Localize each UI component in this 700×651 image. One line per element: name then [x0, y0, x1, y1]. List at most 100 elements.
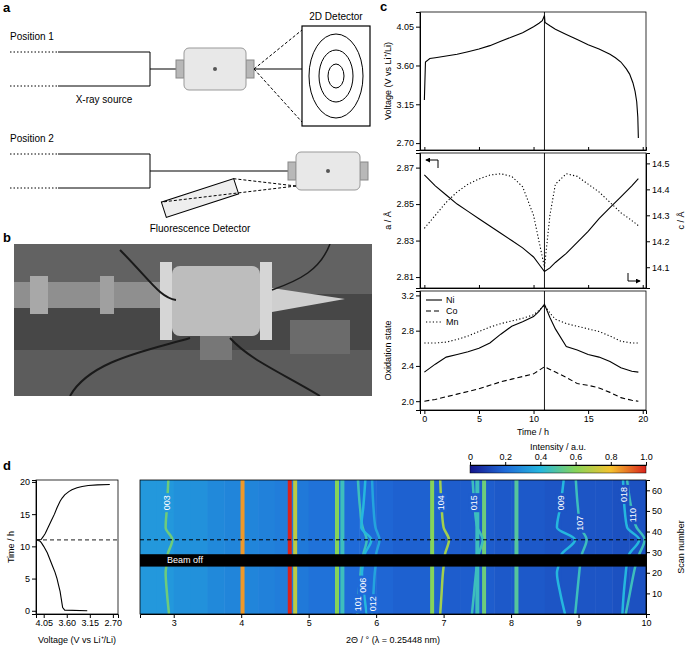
tick-mark: [470, 462, 471, 465]
label: Position 2: [10, 133, 54, 144]
tick: 2.70: [105, 614, 123, 628]
cell-cap: [176, 60, 184, 78]
legend-label: Mn: [446, 317, 459, 327]
reflection-line: [514, 480, 518, 614]
photo-flange: [30, 276, 48, 314]
tick-label: 1.0: [640, 452, 653, 462]
reflection-line: [293, 480, 297, 614]
label-patch: [575, 514, 586, 533]
legend: NiCoMn: [426, 295, 459, 327]
label-patch: [162, 493, 173, 512]
fluorescence-detector: [161, 179, 238, 218]
heatmap-cell: [275, 480, 292, 614]
tick-mark: [416, 331, 420, 332]
tick-label: 8: [509, 618, 514, 628]
data-line: [424, 174, 638, 267]
tick-mark: [534, 285, 535, 288]
tick: 5: [477, 410, 482, 424]
y-axis: 2.812.832.852.87: [396, 154, 420, 289]
tick-label: 0: [468, 452, 473, 462]
label-patch: [628, 506, 639, 524]
tick-label: 3.60: [396, 61, 414, 71]
tick-label: 20: [652, 568, 662, 578]
tick: 2.81: [396, 272, 420, 282]
x-axis-line: [421, 147, 647, 151]
tick-label: 3.2: [401, 291, 414, 301]
tick: 40: [646, 527, 662, 537]
heatmap-cell: [258, 480, 275, 614]
tick: 60: [646, 486, 662, 496]
cell-cap: [360, 162, 368, 180]
label: X-ray source: [76, 94, 133, 105]
tick-label: 2.83: [396, 236, 414, 246]
tick-mark: [479, 147, 480, 150]
heatmap-cell: [174, 480, 191, 614]
x-axis: 4.053.603.152.70: [35, 614, 122, 628]
heatmap-cell: [528, 480, 545, 614]
source-guide: [10, 86, 58, 87]
chart: 2.703.153.604.05Voltage (V vs Li⁺/Li): [383, 12, 647, 151]
tick-mark: [416, 241, 420, 242]
chart: 2.812.832.852.8714.114.214.314.414.5a / …: [383, 153, 686, 289]
tick-label: 2.70: [396, 138, 414, 148]
plot-area: [424, 153, 638, 288]
heatmap-cell: [241, 480, 258, 614]
axis-arrow: [628, 273, 640, 281]
band-label: Beam off: [167, 555, 203, 565]
tick: [479, 147, 480, 150]
tick-mark: [416, 277, 420, 278]
tick-label: 20: [638, 414, 648, 424]
tick-mark: [646, 511, 650, 512]
reflection-peak: [372, 480, 379, 614]
tick-label: 50: [652, 506, 662, 516]
data-line: [424, 304, 638, 372]
y2-axis: 14.114.214.314.414.5: [646, 154, 670, 289]
tick-mark: [416, 204, 420, 205]
tick: 6: [374, 614, 379, 628]
x-ray-source: [58, 52, 150, 86]
source-guide: [10, 188, 58, 189]
plot-frame: [140, 480, 646, 614]
label-patch: [555, 493, 566, 512]
tick-label: 14.1: [652, 263, 670, 273]
y-axis: 102030405060: [646, 481, 662, 615]
heatmap-cell: [207, 480, 224, 614]
data-line: [37, 485, 110, 611]
tick: 3: [172, 614, 177, 628]
peak-label-group: 006: [358, 576, 369, 595]
peak-label: 107: [575, 516, 585, 531]
tick-mark: [646, 593, 650, 594]
y-axis-title: a / Å: [383, 211, 393, 230]
tick-mark: [643, 285, 644, 288]
y-axis-line: [647, 481, 651, 615]
tick: 20: [638, 410, 648, 424]
heatmap-cell: [191, 480, 208, 614]
plot-frame: [36, 480, 118, 614]
tick-mark: [32, 579, 36, 580]
reference-line: [140, 539, 646, 540]
tick: [588, 285, 589, 288]
label-patch: [436, 493, 447, 512]
y-axis-line: [416, 13, 421, 151]
label-patch: [358, 576, 369, 595]
x-axis: [421, 147, 647, 151]
x-axis-title: Time / h: [517, 427, 549, 437]
tick-label: 2.4: [401, 361, 414, 371]
tick-label: 14.4: [652, 185, 670, 195]
tick-mark: [540, 462, 541, 465]
tick-label: 40: [652, 527, 662, 537]
photo-stand: [200, 336, 232, 360]
diffraction-cone: [254, 69, 302, 122]
tick-mark: [646, 241, 650, 242]
tick-mark: [416, 65, 420, 66]
tick-mark: [611, 462, 612, 465]
tick-label: 15: [584, 414, 594, 424]
label-patch: [352, 594, 363, 613]
tick: 4.05: [35, 614, 53, 628]
legend-label: Ni: [446, 295, 455, 305]
peak-label: 018: [619, 487, 629, 502]
diffraction-ring: [328, 64, 344, 88]
tick-label: 30: [652, 548, 662, 558]
figure: abcdPosition 1X-ray source2D DetectorPos…: [0, 0, 700, 651]
chart: 4.053.603.152.7005101520Voltage (V vs Li…: [6, 477, 122, 645]
